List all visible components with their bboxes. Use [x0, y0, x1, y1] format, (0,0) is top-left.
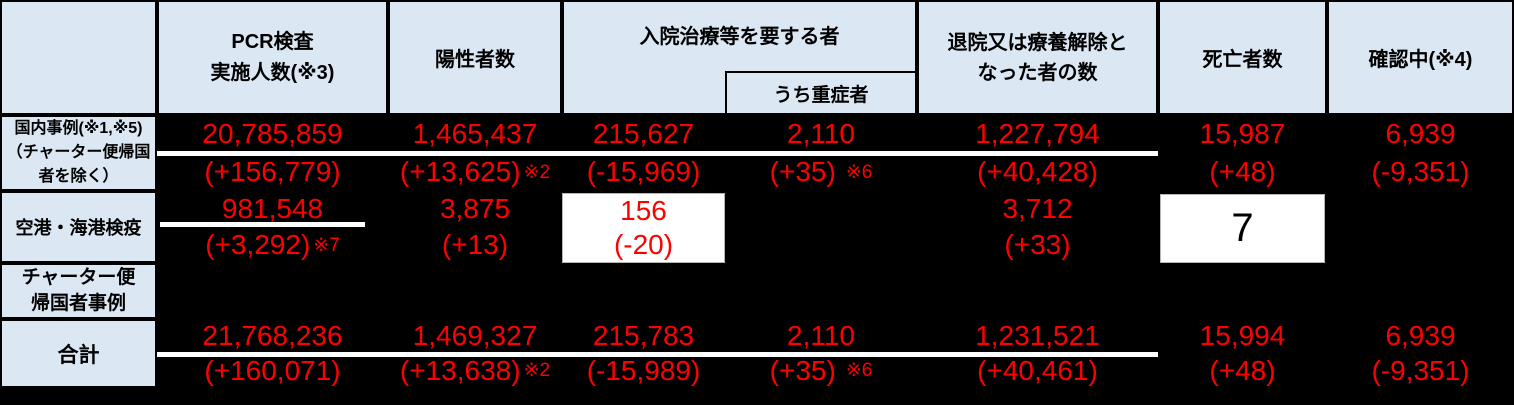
charter-label-line1: チャーター便 — [21, 267, 136, 288]
domestic-severe-value: 2,110 — [787, 118, 855, 149]
domestic-positive-value: 1,465,437 — [412, 118, 538, 149]
total-severe-cell: 2,110 (+35) ※6 — [725, 319, 917, 388]
quarantine-positive-value: 3,875 — [439, 193, 511, 224]
total-severe-delta-text: (+35) — [769, 354, 836, 386]
total-confirming-cell: 6,939 (-9,351) — [1327, 319, 1514, 388]
domestic-positive-cell: 1,465,437 (+13,625) ※2 — [388, 115, 562, 191]
row-label-domestic-cases: 国内事例(※1,※5) （チャーター便帰国 者を除く） — [0, 115, 157, 191]
total-discharged-cell: 1,231,521 (+40,461) — [917, 319, 1158, 388]
header-confirming-label: 確認中(※4) — [1368, 49, 1473, 71]
header-discharged: 退院又は療養解除と なった者の数 — [917, 0, 1158, 115]
domestic-severe-delta: (+35) ※6 — [725, 153, 917, 191]
footnote-mark-2: ※2 — [523, 161, 551, 183]
quarantine-positive-cell: 3,875 (+13) — [388, 191, 562, 263]
domestic-label-line1: 国内事例(※1,※5) — [14, 120, 143, 137]
footnote-mark-6: ※6 — [845, 360, 873, 382]
total-positive-delta-text: (+13,638) — [399, 354, 521, 386]
quarantine-hospitalized-delta: (-20) — [613, 229, 674, 260]
header-discharged-line1: 退院又は療養解除と — [947, 31, 1128, 54]
domestic-pcr-value: 20,785,859 — [202, 118, 343, 149]
total-row-separator-line — [157, 352, 1158, 357]
domestic-positive-delta-text: (+13,625) — [399, 156, 521, 187]
domestic-confirming-value: 6,939 — [1385, 118, 1456, 149]
row-label-total: 合計 — [0, 319, 157, 388]
domestic-discharged-cell: 1,227,794 (+40,428) — [917, 115, 1158, 191]
quarantine-positive-delta: (+13) — [441, 229, 509, 260]
domestic-label-line3: 者を除く） — [38, 168, 119, 185]
quarantine-pcr-separator-line — [160, 222, 365, 227]
total-hospitalized-value: 215,783 — [592, 320, 695, 352]
quarantine-hospitalized-highlight-cell: 156 (-20) — [562, 193, 725, 263]
domestic-deaths-cell: 15,987 (+48) — [1158, 115, 1327, 191]
domestic-hospitalized-cell: 215,627 (-15,969) — [562, 115, 725, 191]
total-label: 合計 — [57, 343, 100, 367]
quarantine-hospitalized-value: 156 — [620, 195, 667, 226]
header-deaths: 死亡者数 — [1158, 0, 1327, 115]
charter-label-line2: 帰国者事例 — [30, 293, 126, 314]
header-positive-cases: 陽性者数 — [388, 0, 562, 115]
total-discharged-delta: (+40,461) — [977, 354, 1098, 386]
total-positive-cell: 1,469,327 (+13,638) ※2 — [388, 319, 562, 388]
quarantine-pcr-cell: 981,548 (+3,292) ※7 — [157, 191, 388, 263]
header-deaths-label: 死亡者数 — [1202, 49, 1283, 71]
domestic-confirming-delta: (-9,351) — [1371, 156, 1470, 187]
domestic-discharged-delta: (+40,428) — [977, 156, 1098, 187]
quarantine-discharged-cell: 3,712 (+33) — [917, 191, 1158, 263]
total-deaths-cell: 15,994 (+48) — [1158, 319, 1327, 388]
header-corner-cell — [0, 0, 157, 115]
total-severe-value: 2,110 — [787, 320, 855, 352]
domestic-hospitalized-value: 215,627 — [592, 118, 695, 149]
total-pcr-delta: (+160,071) — [204, 354, 341, 386]
footnote-mark-2: ※2 — [523, 360, 551, 382]
total-pcr-value: 21,768,236 — [202, 320, 343, 352]
domestic-confirming-cell: 6,939 (-9,351) — [1327, 115, 1514, 191]
domestic-label-line2: （チャーター便帰国 — [6, 144, 151, 161]
total-pcr-cell: 21,768,236 (+160,071) — [157, 319, 388, 388]
total-positive-value: 1,469,327 — [412, 320, 538, 352]
row-label-airport-seaport-quarantine: 空港・海港検疫 — [0, 191, 157, 263]
domestic-pcr-cell: 20,785,859 (+156,779) — [157, 115, 388, 191]
header-severe-label: うち重症者 — [773, 84, 869, 106]
header-discharged-line2: なった者の数 — [977, 61, 1098, 84]
row-label-charter-flight-returnees: チャーター便 帰国者事例 — [0, 263, 157, 319]
header-pcr-line1: PCR検査 — [231, 30, 314, 53]
quarantine-deaths-highlight-cell: 7 — [1160, 194, 1325, 263]
header-positive-label: 陽性者数 — [435, 49, 515, 71]
domestic-severe-cell: 2,110 (+35) ※6 — [725, 115, 917, 191]
quarantine-discharged-delta: (+33) — [1004, 229, 1071, 260]
domestic-pcr-delta: (+156,779) — [204, 156, 341, 187]
total-hospitalized-cell: 215,783 (-15,989) — [562, 319, 725, 388]
total-severe-delta: (+35) ※6 — [725, 354, 917, 389]
total-deaths-value: 15,994 — [1199, 320, 1286, 352]
header-under-confirmation: 確認中(※4) — [1327, 0, 1514, 115]
header-pcr-tests: PCR検査 実施人数(※3) — [157, 0, 388, 115]
header-hospitalization-label: 入院治療等を要する者 — [639, 26, 840, 48]
total-deaths-delta: (+48) — [1209, 354, 1276, 386]
quarantine-deaths-value: 7 — [1231, 206, 1254, 250]
header-pcr-line2: 実施人数(※3) — [210, 61, 335, 84]
total-confirming-delta: (-9,351) — [1371, 354, 1470, 386]
total-hospitalized-delta: (-15,989) — [586, 354, 701, 386]
domestic-discharged-value: 1,227,794 — [975, 118, 1100, 149]
quarantine-pcr-value: 981,548 — [221, 193, 324, 224]
domestic-severe-delta-text: (+35) — [769, 156, 836, 187]
total-confirming-value: 6,939 — [1385, 320, 1456, 352]
quarantine-pcr-delta: (+3,292) ※7 — [157, 227, 388, 263]
total-positive-delta: (+13,638) ※2 — [388, 354, 562, 389]
domestic-deaths-delta: (+48) — [1209, 156, 1276, 187]
domestic-deaths-value: 15,987 — [1199, 118, 1286, 149]
total-discharged-value: 1,231,521 — [975, 320, 1100, 352]
quarantine-pcr-delta-text: (+3,292) — [205, 229, 311, 260]
footnote-mark-6: ※6 — [845, 161, 873, 183]
header-severe-cases: うち重症者 — [725, 71, 917, 115]
footnote-mark-7: ※7 — [313, 234, 340, 256]
quarantine-discharged-value: 3,712 — [1002, 193, 1073, 224]
domestic-positive-delta: (+13,625) ※2 — [388, 153, 562, 191]
domestic-hospitalized-delta: (-15,969) — [586, 156, 701, 187]
quarantine-label: 空港・海港検疫 — [15, 218, 142, 238]
domestic-row-separator-line — [157, 151, 1158, 156]
